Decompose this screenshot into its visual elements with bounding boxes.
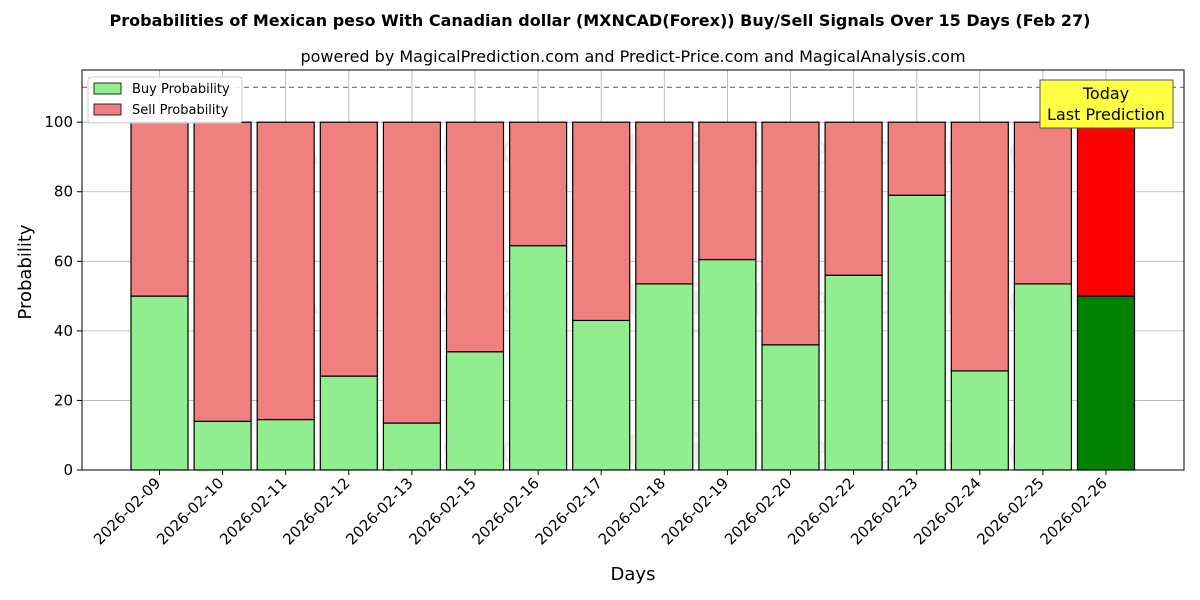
x-tick-label: 2026-02-10 [153,474,227,548]
buy-bar [130,295,189,471]
sell-bar [445,121,505,353]
x-ticks: 2026-02-092026-02-102026-02-112026-02-12… [90,470,1111,548]
x-tick-label: 2026-02-09 [90,474,164,548]
legend-box [87,76,243,124]
y-tick-label: 100 [44,113,73,131]
sell-bar [824,121,883,276]
sell-bar [761,121,820,346]
x-tick-label: 2026-02-15 [405,474,479,548]
sell-bar [950,121,1009,372]
x-tick-label: 2026-02-23 [847,474,921,548]
x-tick-label: 2026-02-13 [342,474,416,548]
sell-bar [698,121,757,261]
annotation-box [1039,79,1174,129]
y-tick-label: 80 [54,183,73,201]
y-tick-label: 0 [63,461,73,479]
x-tick-label: 2026-02-26 [1036,474,1110,548]
sell-bar [193,121,252,422]
x-tick-label: 2026-02-20 [721,474,795,548]
sell-bar [256,121,315,421]
chart-title: Probabilities of Mexican peso With Canad… [110,11,1091,30]
legend: Buy Probability Sell Probability [87,76,243,124]
buy-bar [950,370,1009,471]
legend-label: Sell Probability [132,103,229,118]
plot-frame [81,69,1185,471]
y-axis-label: Probability [15,224,36,319]
y-tick-label: 20 [54,391,73,409]
legend-swatch [93,82,122,95]
buy-bar [509,245,568,471]
today-annotation: Today Last Prediction [1039,79,1174,129]
x-tick-label: 2026-02-16 [469,474,543,548]
legend-swatch [93,103,122,116]
sell-bar [572,121,631,322]
x-tick-label: 2026-02-17 [532,474,606,548]
x-tick-label: 2026-02-12 [279,474,353,548]
buy-bar [1013,283,1073,471]
buy-bar [635,283,694,471]
sell-bar [1013,121,1073,285]
buy-bar [1076,295,1136,471]
sell-bar [382,121,441,424]
annotation-line: Last Prediction [1047,105,1165,124]
y-tick-label: 60 [54,252,73,270]
sell-bar [1076,121,1136,297]
x-tick-label: 2026-02-19 [658,474,732,548]
y-tick-label: 40 [54,322,73,340]
x-axis-label: Days [611,564,656,585]
bars [130,121,1136,471]
buy-bar [193,420,252,471]
sell-bar [887,121,946,196]
buy-bar [887,194,946,471]
x-tick-label: 2026-02-24 [910,474,984,548]
buy-bar [572,319,631,471]
sell-bar [319,121,378,377]
annotation-line: Today [1082,84,1129,103]
x-tick-label: 2026-02-11 [216,474,290,548]
sell-bar [130,121,189,297]
buy-bar [824,274,883,471]
sell-bar [509,121,568,247]
buy-bar [761,344,820,471]
legend-label: Buy Probability [132,82,230,97]
buy-bar [698,258,757,471]
buy-bar [445,351,505,471]
buy-bar [319,375,378,471]
y-ticks: 0 20 40 60 80 100 [44,113,82,479]
sell-bar [635,121,694,285]
buy-bar [256,418,315,471]
x-tick-label: 2026-02-22 [784,474,858,548]
chart-subtitle: powered by MagicalPrediction.com and Pre… [300,47,965,66]
x-tick-label: 2026-02-18 [595,474,669,548]
x-tick-label: 2026-02-25 [973,474,1047,548]
buy-bar [382,422,441,471]
